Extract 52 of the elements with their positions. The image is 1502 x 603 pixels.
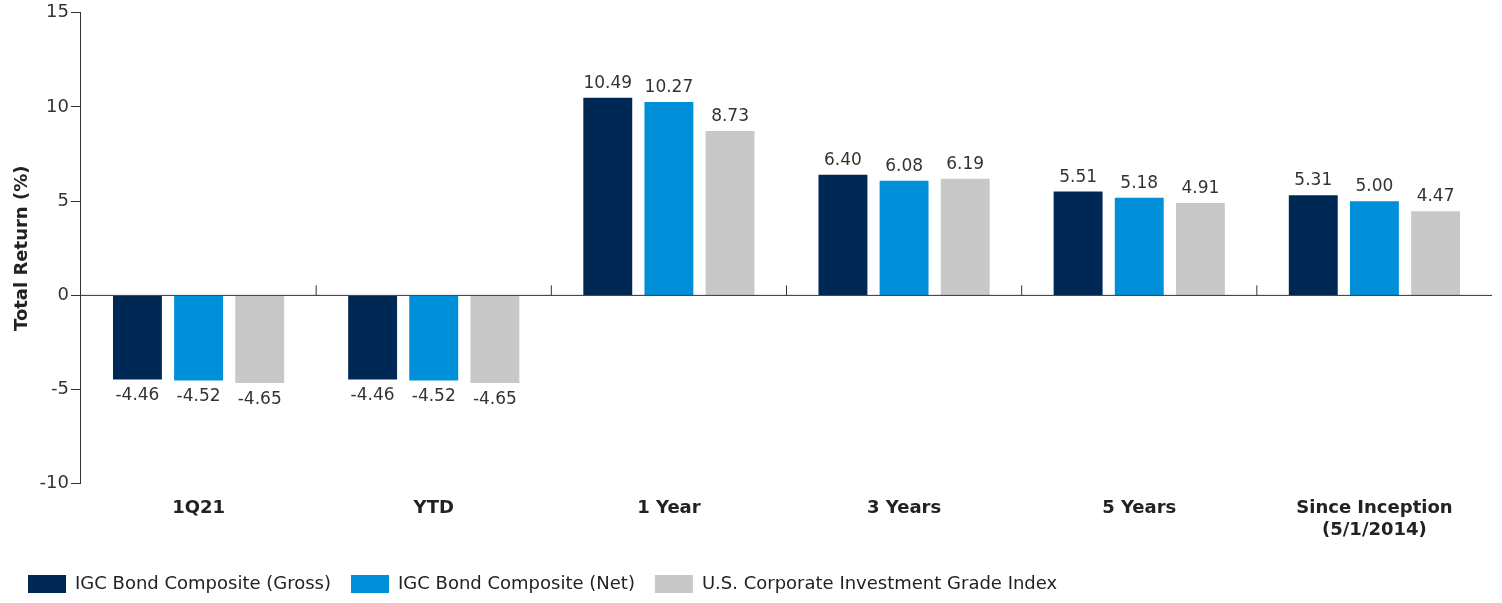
bar <box>1053 191 1103 295</box>
bar <box>174 295 224 381</box>
y-tick-label: 5 <box>57 188 69 210</box>
data-label: -4.52 <box>176 385 221 406</box>
bar <box>940 178 990 295</box>
x-tick-label: 5 Years <box>1102 496 1177 518</box>
y-axis-title: Total Return (%) <box>10 165 32 331</box>
bar <box>409 295 459 381</box>
data-label: 5.51 <box>1059 165 1098 186</box>
data-label: 5.00 <box>1355 175 1394 196</box>
bar <box>348 295 398 380</box>
data-label: 10.49 <box>583 71 633 92</box>
data-label: -4.52 <box>411 385 456 406</box>
x-tick-label: YTD <box>412 496 454 518</box>
data-label: 10.27 <box>644 75 694 96</box>
y-tick-label: 10 <box>46 94 69 116</box>
bar <box>1349 201 1399 295</box>
data-label: 8.73 <box>711 104 749 125</box>
data-label: -4.65 <box>237 387 282 408</box>
x-tick-label: Since Inception (5/1/2014) <box>1296 496 1453 539</box>
data-label: 6.40 <box>824 148 862 169</box>
legend-label: IGC Bond Composite (Net) <box>398 571 635 593</box>
bar <box>705 130 755 295</box>
bar <box>1114 197 1164 295</box>
bar <box>644 101 694 295</box>
bar <box>818 174 868 295</box>
data-label: -4.65 <box>472 387 517 408</box>
x-tick-label: 3 Years <box>867 496 942 518</box>
bar <box>235 295 285 384</box>
data-label: -4.46 <box>115 384 160 405</box>
legend-label: U.S. Corporate Investment Grade Index <box>701 571 1058 593</box>
bar <box>1288 195 1338 295</box>
y-tick-label: -5 <box>51 377 69 399</box>
data-label: 5.31 <box>1294 169 1333 190</box>
bar <box>470 295 520 384</box>
y-tick-label: 0 <box>57 283 69 305</box>
bar <box>1411 211 1461 295</box>
data-label: -4.46 <box>350 384 395 405</box>
data-label: 4.91 <box>1181 176 1220 197</box>
x-tick-label: 1Q21 <box>172 496 226 518</box>
bar <box>583 97 633 295</box>
bar <box>1175 202 1225 295</box>
y-tick-label: -10 <box>39 471 69 493</box>
x-tick-label: 1 Year <box>637 496 701 518</box>
data-label: 6.08 <box>885 154 924 175</box>
y-tick-label: 15 <box>46 0 69 22</box>
data-label: 4.47 <box>1416 185 1455 206</box>
legend-label: IGC Bond Composite (Gross) <box>75 571 332 593</box>
bar <box>112 295 162 380</box>
bar <box>879 180 929 295</box>
data-label: 5.18 <box>1120 171 1159 192</box>
data-label: 6.19 <box>946 152 985 173</box>
